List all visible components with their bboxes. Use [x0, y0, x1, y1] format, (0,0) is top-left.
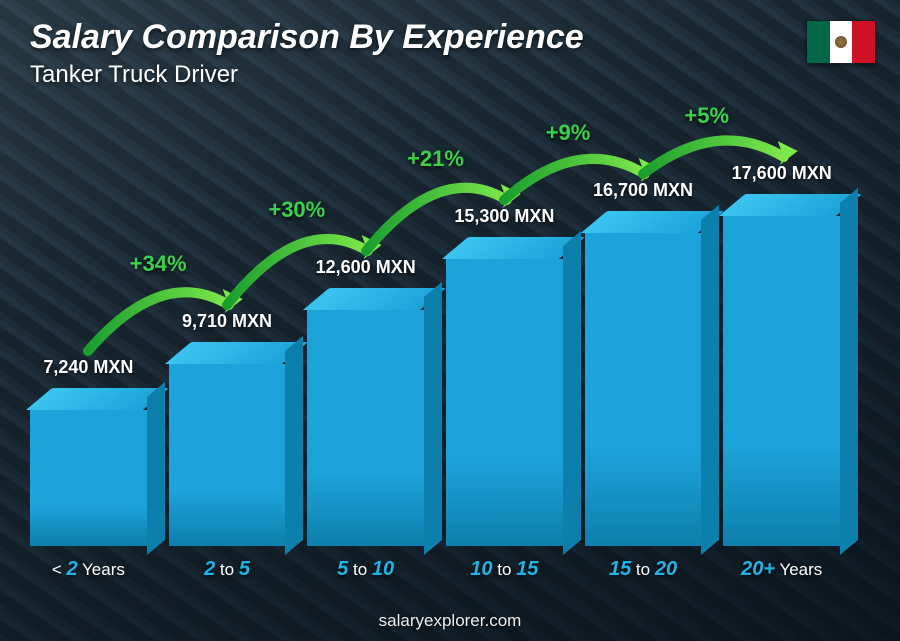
flag-stripe-green [807, 21, 830, 63]
country-flag-mexico [806, 20, 876, 64]
flag-stripe-white [830, 21, 853, 63]
bar-side-face [840, 188, 858, 555]
bar-x-label: 2 to 5 [204, 558, 250, 581]
bar-x-label: 10 to 15 [470, 558, 538, 581]
increase-pct-label: +9% [546, 120, 591, 146]
bar-column: 12,600 MXN 5 to 10 [307, 257, 424, 581]
bar-column: 15,300 MXN 10 to 15 [446, 206, 563, 581]
bar-side-face [424, 282, 442, 555]
bar-x-label: 20+ Years [741, 558, 822, 581]
bar-side-face [285, 336, 303, 555]
page-subtitle: Tanker Truck Driver [30, 61, 870, 89]
bar-front-face [585, 233, 702, 546]
bar-value-label: 16,700 MXN [593, 180, 693, 201]
bar [446, 237, 563, 546]
flag-stripe-red [852, 21, 875, 63]
bar [723, 194, 840, 546]
bar-value-label: 9,710 MXN [182, 311, 272, 332]
bar-front-face [169, 364, 286, 546]
increase-pct-label: +5% [684, 103, 729, 129]
bar-side-face [701, 205, 719, 555]
bar-front-face [446, 259, 563, 546]
bar-value-label: 15,300 MXN [454, 206, 554, 227]
bar-column: 17,600 MXN 20+ Years [723, 163, 840, 581]
bar-x-label: < 2 Years [52, 558, 125, 581]
increase-pct-label: +30% [268, 197, 325, 223]
bar [585, 211, 702, 546]
bar-front-face [723, 216, 840, 546]
page-title: Salary Comparison By Experience [30, 18, 870, 57]
increase-pct-label: +21% [407, 146, 464, 172]
bar [30, 388, 147, 546]
bar-value-label: 17,600 MXN [732, 163, 832, 184]
bar [307, 288, 424, 546]
bar-column: 7,240 MXN < 2 Years [30, 357, 147, 581]
bar [169, 342, 286, 546]
flag-emblem-icon [835, 36, 847, 48]
bar-x-label: 15 to 20 [609, 558, 677, 581]
increase-pct-label: +34% [130, 251, 187, 277]
bar-side-face [147, 382, 165, 555]
bar-column: 9,710 MXN 2 to 5 [169, 311, 286, 581]
bar-front-face [307, 310, 424, 546]
bar-value-label: 7,240 MXN [43, 357, 133, 378]
bar-value-label: 12,600 MXN [316, 257, 416, 278]
header: Salary Comparison By Experience Tanker T… [30, 18, 870, 89]
footer-attribution: salaryexplorer.com [0, 611, 900, 631]
bar-chart: 7,240 MXN < 2 Years 9,710 MXN 2 to 5 12,600 … [30, 120, 840, 581]
bar-column: 16,700 MXN 15 to 20 [585, 180, 702, 581]
infographic-canvas: Salary Comparison By Experience Tanker T… [0, 0, 900, 641]
bar-side-face [563, 231, 581, 555]
bar-front-face [30, 410, 147, 546]
bar-x-label: 5 to 10 [337, 558, 394, 581]
